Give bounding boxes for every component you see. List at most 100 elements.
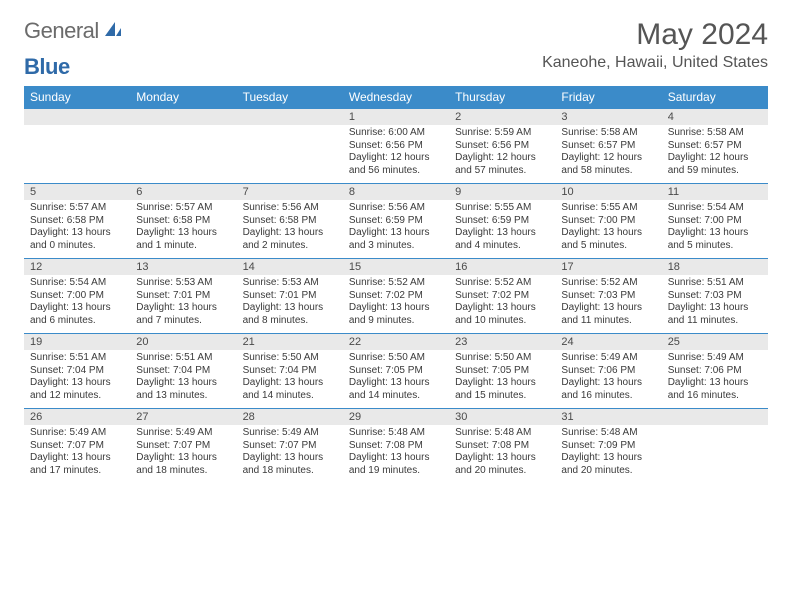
title-block: May 2024 Kaneohe, Hawaii, United States	[542, 18, 768, 72]
brand-sail-icon	[103, 20, 123, 43]
daylight-line: Daylight: 12 hours and 56 minutes.	[349, 152, 443, 177]
sunset-line: Sunset: 7:04 PM	[30, 365, 124, 378]
daylight-line: Daylight: 13 hours and 17 minutes.	[30, 452, 124, 477]
day-number: 21	[237, 334, 343, 351]
sunrise-line: Sunrise: 5:49 AM	[30, 427, 124, 440]
sunset-line: Sunset: 7:00 PM	[30, 290, 124, 303]
sunset-line: Sunset: 6:58 PM	[243, 215, 337, 228]
day-number: 10	[555, 184, 661, 201]
sunset-line: Sunset: 6:56 PM	[349, 140, 443, 153]
daylight-line: Daylight: 13 hours and 6 minutes.	[30, 302, 124, 327]
day-detail: Sunrise: 5:51 AMSunset: 7:03 PMDaylight:…	[662, 275, 768, 334]
daylight-line: Daylight: 13 hours and 20 minutes.	[455, 452, 549, 477]
sunrise-line: Sunrise: 5:50 AM	[243, 352, 337, 365]
sunset-line: Sunset: 7:00 PM	[561, 215, 655, 228]
day-detail: Sunrise: 5:59 AMSunset: 6:56 PMDaylight:…	[449, 125, 555, 184]
sunset-line: Sunset: 7:07 PM	[30, 440, 124, 453]
day-number: 24	[555, 334, 661, 351]
sunrise-line: Sunrise: 5:50 AM	[455, 352, 549, 365]
day-number: 20	[130, 334, 236, 351]
sunset-line: Sunset: 7:05 PM	[349, 365, 443, 378]
daylight-line: Daylight: 13 hours and 8 minutes.	[243, 302, 337, 327]
day-detail: Sunrise: 5:58 AMSunset: 6:57 PMDaylight:…	[662, 125, 768, 184]
daylight-line: Daylight: 13 hours and 18 minutes.	[136, 452, 230, 477]
day-number: 3	[555, 109, 661, 126]
month-title: May 2024	[542, 18, 768, 52]
daylight-line: Daylight: 12 hours and 59 minutes.	[668, 152, 762, 177]
sunrise-line: Sunrise: 5:49 AM	[668, 352, 762, 365]
day-number: 19	[24, 334, 130, 351]
day-detail: Sunrise: 5:49 AMSunset: 7:06 PMDaylight:…	[555, 350, 661, 409]
day-number: 7	[237, 184, 343, 201]
day-detail: Sunrise: 5:52 AMSunset: 7:02 PMDaylight:…	[449, 275, 555, 334]
day-number: 27	[130, 409, 236, 426]
sunset-line: Sunset: 6:59 PM	[349, 215, 443, 228]
day-detail: Sunrise: 5:48 AMSunset: 7:08 PMDaylight:…	[343, 425, 449, 483]
daylight-line: Daylight: 13 hours and 2 minutes.	[243, 227, 337, 252]
sunset-line: Sunset: 7:02 PM	[349, 290, 443, 303]
day-detail: Sunrise: 5:49 AMSunset: 7:07 PMDaylight:…	[130, 425, 236, 483]
day-detail: Sunrise: 5:56 AMSunset: 6:58 PMDaylight:…	[237, 200, 343, 259]
sunset-line: Sunset: 6:58 PM	[136, 215, 230, 228]
day-detail-row: Sunrise: 5:54 AMSunset: 7:00 PMDaylight:…	[24, 275, 768, 334]
sunset-line: Sunset: 7:03 PM	[561, 290, 655, 303]
day-detail: Sunrise: 5:51 AMSunset: 7:04 PMDaylight:…	[130, 350, 236, 409]
sunset-line: Sunset: 7:04 PM	[136, 365, 230, 378]
day-number: 6	[130, 184, 236, 201]
day-number: 13	[130, 259, 236, 276]
day-detail: Sunrise: 5:48 AMSunset: 7:09 PMDaylight:…	[555, 425, 661, 483]
day-number: 5	[24, 184, 130, 201]
sunset-line: Sunset: 6:58 PM	[30, 215, 124, 228]
day-number-row: 567891011	[24, 184, 768, 201]
day-detail: Sunrise: 5:57 AMSunset: 6:58 PMDaylight:…	[130, 200, 236, 259]
sunset-line: Sunset: 7:00 PM	[668, 215, 762, 228]
sunset-line: Sunset: 7:09 PM	[561, 440, 655, 453]
day-number: 2	[449, 109, 555, 126]
day-number: 1	[343, 109, 449, 126]
daylight-line: Daylight: 13 hours and 12 minutes.	[30, 377, 124, 402]
daylight-line: Daylight: 13 hours and 11 minutes.	[561, 302, 655, 327]
sunset-line: Sunset: 6:56 PM	[455, 140, 549, 153]
day-detail: Sunrise: 5:49 AMSunset: 7:06 PMDaylight:…	[662, 350, 768, 409]
day-detail: Sunrise: 5:48 AMSunset: 7:08 PMDaylight:…	[449, 425, 555, 483]
day-detail: Sunrise: 5:56 AMSunset: 6:59 PMDaylight:…	[343, 200, 449, 259]
dow-header: Monday	[130, 86, 236, 109]
sunset-line: Sunset: 7:07 PM	[243, 440, 337, 453]
day-detail: Sunrise: 5:51 AMSunset: 7:04 PMDaylight:…	[24, 350, 130, 409]
daylight-line: Daylight: 13 hours and 13 minutes.	[136, 377, 230, 402]
day-detail: Sunrise: 5:58 AMSunset: 6:57 PMDaylight:…	[555, 125, 661, 184]
sunset-line: Sunset: 7:03 PM	[668, 290, 762, 303]
day-detail: Sunrise: 5:54 AMSunset: 7:00 PMDaylight:…	[24, 275, 130, 334]
day-detail: Sunrise: 6:00 AMSunset: 6:56 PMDaylight:…	[343, 125, 449, 184]
sunrise-line: Sunrise: 5:51 AM	[668, 277, 762, 290]
day-number: 23	[449, 334, 555, 351]
sunrise-line: Sunrise: 5:48 AM	[349, 427, 443, 440]
day-detail-row: Sunrise: 5:57 AMSunset: 6:58 PMDaylight:…	[24, 200, 768, 259]
sunset-line: Sunset: 7:06 PM	[561, 365, 655, 378]
daylight-line: Daylight: 12 hours and 57 minutes.	[455, 152, 549, 177]
brand-part1: General	[24, 18, 99, 44]
day-number-row: 12131415161718	[24, 259, 768, 276]
sunset-line: Sunset: 6:57 PM	[668, 140, 762, 153]
sunrise-line: Sunrise: 5:51 AM	[30, 352, 124, 365]
daylight-line: Daylight: 13 hours and 15 minutes.	[455, 377, 549, 402]
location: Kaneohe, Hawaii, United States	[542, 54, 768, 72]
day-detail: Sunrise: 5:52 AMSunset: 7:02 PMDaylight:…	[343, 275, 449, 334]
sunrise-line: Sunrise: 5:57 AM	[30, 202, 124, 215]
day-number: 4	[662, 109, 768, 126]
sunset-line: Sunset: 7:08 PM	[455, 440, 549, 453]
daylight-line: Daylight: 12 hours and 58 minutes.	[561, 152, 655, 177]
sunrise-line: Sunrise: 5:55 AM	[561, 202, 655, 215]
day-detail: Sunrise: 5:54 AMSunset: 7:00 PMDaylight:…	[662, 200, 768, 259]
sunrise-line: Sunrise: 5:54 AM	[30, 277, 124, 290]
sunrise-line: Sunrise: 5:48 AM	[455, 427, 549, 440]
day-detail: Sunrise: 5:55 AMSunset: 7:00 PMDaylight:…	[555, 200, 661, 259]
day-detail	[237, 125, 343, 184]
sunrise-line: Sunrise: 5:56 AM	[349, 202, 443, 215]
sunset-line: Sunset: 7:01 PM	[136, 290, 230, 303]
day-detail: Sunrise: 5:50 AMSunset: 7:05 PMDaylight:…	[449, 350, 555, 409]
sunrise-line: Sunrise: 5:53 AM	[243, 277, 337, 290]
sunset-line: Sunset: 7:05 PM	[455, 365, 549, 378]
sunrise-line: Sunrise: 5:51 AM	[136, 352, 230, 365]
daylight-line: Daylight: 13 hours and 14 minutes.	[349, 377, 443, 402]
